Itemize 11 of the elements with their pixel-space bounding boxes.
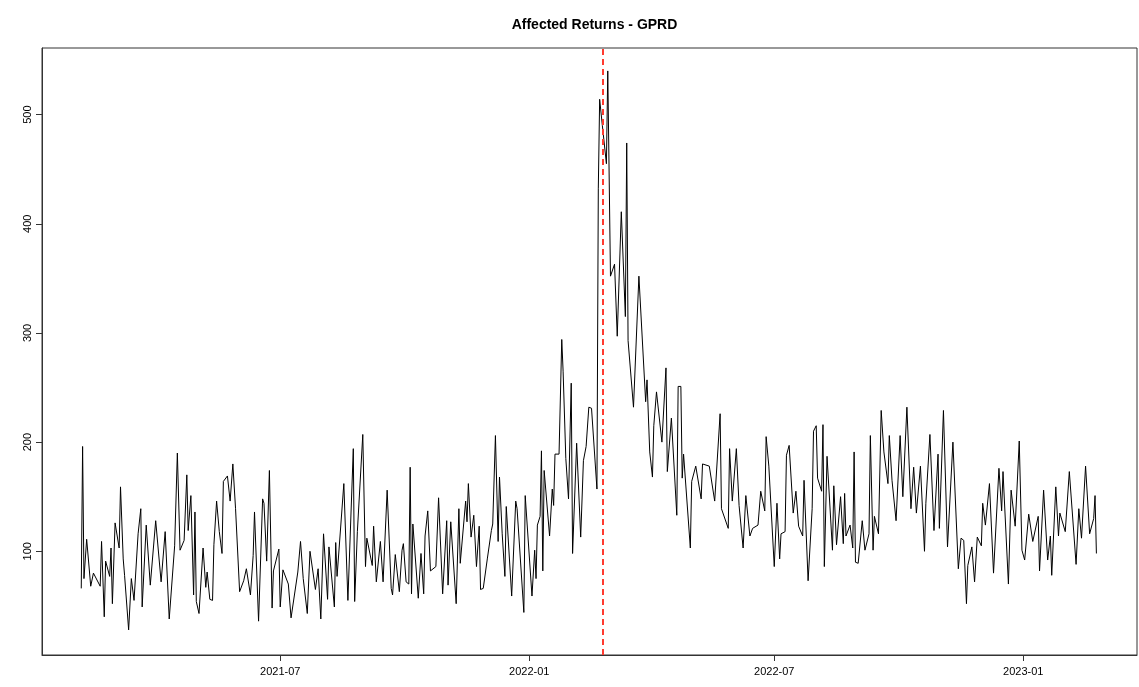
y-tick-label: 400 xyxy=(20,214,33,233)
x-tick-label: 2022-01 xyxy=(509,664,550,677)
y-tick-label: 300 xyxy=(20,323,33,343)
x-tick-label: 2021-07 xyxy=(260,664,301,677)
y-tick-label: 500 xyxy=(20,105,33,124)
y-tick-label: 100 xyxy=(20,542,33,561)
line-series xyxy=(80,70,1097,631)
x-tick-label: 2022-07 xyxy=(754,664,795,677)
y-tick-label: 200 xyxy=(20,432,33,452)
chart-title: Affected Returns - GPRD xyxy=(511,16,678,32)
x-tick-label: 2023-01 xyxy=(1003,664,1044,677)
